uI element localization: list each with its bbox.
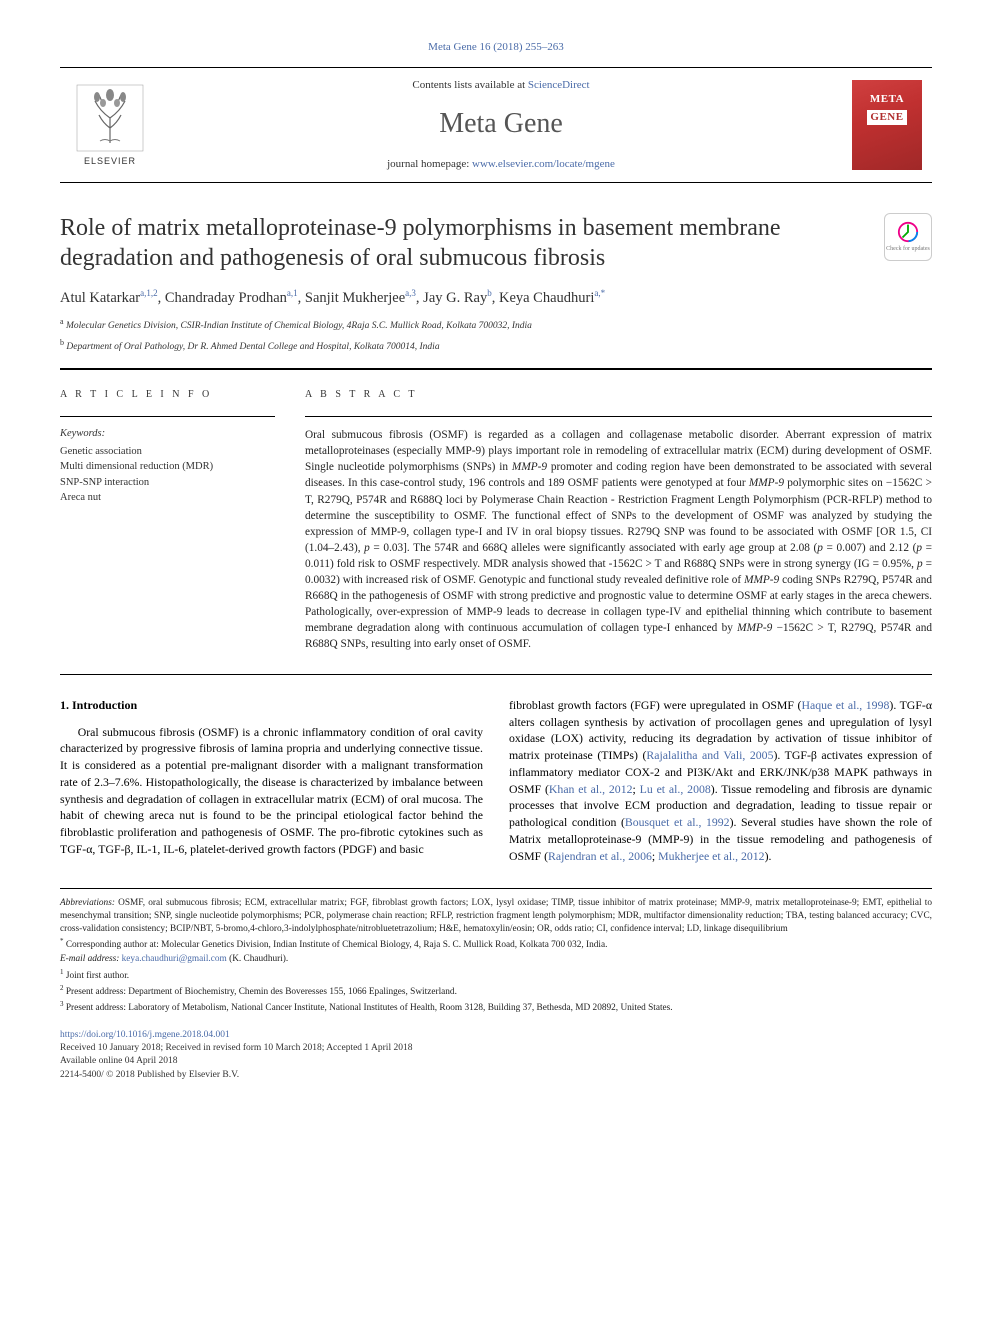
homepage-prefix: journal homepage: bbox=[387, 158, 472, 170]
crossmark-icon bbox=[897, 221, 919, 243]
elsevier-tree-icon bbox=[75, 83, 145, 153]
email-person: (K. Chaudhuri). bbox=[229, 954, 288, 964]
intro-paragraph-2: fibroblast growth factors (FGF) were upr… bbox=[509, 697, 932, 865]
corresponding-author-text: Corresponding author at: Molecular Genet… bbox=[66, 940, 608, 950]
footnote-1-text: Joint first author. bbox=[66, 971, 129, 981]
keyword-item: Genetic association bbox=[60, 444, 275, 459]
header-center: Contents lists available at ScienceDirec… bbox=[160, 68, 842, 182]
doi-link[interactable]: https://doi.org/10.1016/j.mgene.2018.04.… bbox=[60, 1030, 230, 1040]
publisher-name: ELSEVIER bbox=[84, 155, 136, 168]
keyword-item: Areca nut bbox=[60, 490, 275, 505]
affiliation-a-text: Molecular Genetics Division, CSIR-Indian… bbox=[66, 322, 532, 332]
journal-header: ELSEVIER Contents lists available at Sci… bbox=[60, 67, 932, 183]
sciencedirect-link[interactable]: ScienceDirect bbox=[528, 79, 590, 91]
article-title: Role of matrix metalloproteinase-9 polym… bbox=[60, 213, 872, 273]
footnote-2: 2 Present address: Department of Biochem… bbox=[60, 984, 932, 999]
abstract-block: A B S T R A C T Oral submucous fibrosis … bbox=[305, 388, 932, 651]
keywords-label: Keywords: bbox=[60, 427, 275, 442]
footnote-abbreviations: Abbreviations: OSMF, oral submucous fibr… bbox=[60, 897, 932, 936]
footnote-corresponding: * Corresponding author at: Molecular Gen… bbox=[60, 937, 932, 952]
footnote-email: E-mail address: keya.chaudhuri@gmail.com… bbox=[60, 953, 932, 966]
email-label: E-mail address: bbox=[60, 954, 119, 964]
footnote-1: 1 Joint first author. bbox=[60, 968, 932, 983]
abbr-text: OSMF, oral submucous fibrosis; ECM, extr… bbox=[60, 898, 932, 934]
abbr-label: Abbreviations: bbox=[60, 898, 115, 908]
abstract-text: Oral submucous fibrosis (OSMF) is regard… bbox=[305, 427, 932, 651]
corresponding-email-link[interactable]: keya.chaudhuri@gmail.com bbox=[122, 954, 227, 964]
abstract-label: A B S T R A C T bbox=[305, 388, 932, 402]
publisher-logo: ELSEVIER bbox=[60, 68, 160, 182]
footnote-3: 3 Present address: Laboratory of Metabol… bbox=[60, 1000, 932, 1015]
citation-link[interactable]: Meta Gene 16 (2018) 255–263 bbox=[428, 41, 564, 53]
affiliation-a: a Molecular Genetics Division, CSIR-Indi… bbox=[60, 316, 932, 333]
footnote-2-text: Present address: Department of Biochemis… bbox=[66, 987, 457, 997]
available-online: Available online 04 April 2018 bbox=[60, 1055, 932, 1068]
received-dates: Received 10 January 2018; Received in re… bbox=[60, 1042, 932, 1055]
journal-logo-line1: META bbox=[870, 92, 904, 107]
affiliation-b: b Department of Oral Pathology, Dr R. Ah… bbox=[60, 337, 932, 354]
journal-logo-line2: GENE bbox=[867, 110, 906, 125]
keyword-item: SNP-SNP interaction bbox=[60, 475, 275, 490]
keyword-item: Multi dimensional reduction (MDR) bbox=[60, 459, 275, 474]
footnotes-divider bbox=[60, 888, 932, 889]
journal-homepage-link[interactable]: www.elsevier.com/locate/mgene bbox=[472, 158, 615, 170]
footnotes-block: Abbreviations: OSMF, oral submucous fibr… bbox=[60, 897, 932, 1015]
check-for-updates-button[interactable]: Check for updates bbox=[884, 213, 932, 261]
homepage-line: journal homepage: www.elsevier.com/locat… bbox=[160, 157, 842, 172]
divider bbox=[60, 674, 932, 675]
doi-block: https://doi.org/10.1016/j.mgene.2018.04.… bbox=[60, 1029, 932, 1082]
intro-paragraph-1: Oral submucous fibrosis (OSMF) is a chro… bbox=[60, 724, 483, 858]
body-two-column: 1. Introduction Oral submucous fibrosis … bbox=[60, 697, 932, 865]
divider bbox=[60, 416, 275, 417]
footnote-3-text: Present address: Laboratory of Metabolis… bbox=[66, 1003, 673, 1013]
journal-name: Meta Gene bbox=[160, 104, 842, 143]
journal-cover-thumbnail: META GENE bbox=[842, 68, 932, 182]
citation-line: Meta Gene 16 (2018) 255–263 bbox=[60, 40, 932, 55]
contents-prefix: Contents lists available at bbox=[412, 79, 527, 91]
check-updates-label: Check for updates bbox=[886, 245, 930, 253]
intro-heading: 1. Introduction bbox=[60, 697, 483, 714]
contents-available-line: Contents lists available at ScienceDirec… bbox=[160, 78, 842, 93]
copyright-line: 2214-5400/ © 2018 Published by Elsevier … bbox=[60, 1069, 932, 1082]
article-info-block: A R T I C L E I N F O Keywords: Genetic … bbox=[60, 388, 275, 651]
divider bbox=[305, 416, 932, 417]
article-info-label: A R T I C L E I N F O bbox=[60, 388, 275, 402]
affiliation-b-text: Department of Oral Pathology, Dr R. Ahme… bbox=[66, 342, 439, 352]
authors-line: Atul Katarkara,1,2, Chandraday Prodhana,… bbox=[60, 287, 932, 308]
